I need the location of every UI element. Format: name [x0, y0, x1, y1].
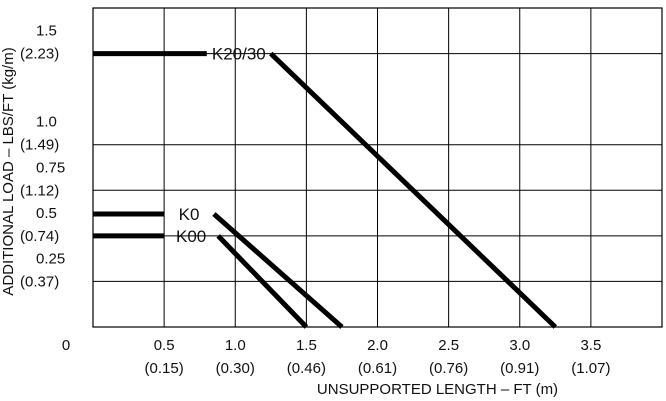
plot-frame — [92, 7, 663, 328]
y-tick-metric-label: (1.49) — [20, 137, 59, 154]
x-tick-label: 0.5 — [154, 337, 175, 354]
y-tick-metric-label: (0.37) — [20, 273, 59, 290]
series-label: K00 — [176, 227, 206, 246]
plot-border — [92, 7, 663, 328]
y-tick-label: 1.5 — [36, 23, 57, 40]
series-line — [216, 234, 309, 329]
series-label: K20/30 — [212, 45, 266, 64]
x-axis-title: UNSUPPORTED LENGTH – FT (m) — [317, 381, 558, 398]
x-tick-metric-label: (0.46) — [287, 360, 326, 377]
x-tick-label: 1.0 — [225, 337, 246, 354]
x-tick-labels: 0.5 (0.15) 1.0 (0.30) 1.5 (0.46) 2.0 (0.61) 2.5 (… — [145, 337, 611, 377]
y-axis-title: ADDITIONAL LOAD – LBS/FT (kg/m) — [0, 47, 17, 295]
origin-label: 0 — [62, 337, 70, 354]
y-tick-label: 0.75 — [36, 159, 65, 176]
x-tick-metric-label: (0.30) — [216, 360, 255, 377]
x-tick-label: 3.0 — [509, 337, 530, 354]
series-line — [269, 51, 558, 329]
x-tick-metric-label: (0.61) — [358, 360, 397, 377]
series-line — [212, 212, 344, 329]
x-tick-label: 3.5 — [580, 337, 601, 354]
series-k00: K00 — [93, 227, 309, 329]
x-tick-metric-label: (1.07) — [571, 360, 610, 377]
x-tick-label: 2.0 — [367, 337, 388, 354]
series-k20-30: K20/30 — [93, 45, 558, 329]
x-tick-metric-label: (0.91) — [500, 360, 539, 377]
y-tick-metric-label: (1.12) — [20, 182, 59, 199]
y-tick-label: 0.25 — [36, 250, 65, 267]
x-tick-label: 2.5 — [438, 337, 459, 354]
series-layer: K20/30 K0 K00 — [93, 45, 558, 329]
x-tick-label: 1.5 — [296, 337, 317, 354]
x-tick-metric-label: (0.76) — [429, 360, 468, 377]
y-tick-metric-label: (0.74) — [20, 228, 59, 245]
y-tick-label: 1.0 — [36, 114, 57, 131]
y-tick-label: 0.5 — [36, 205, 57, 222]
x-tick-metric-label: (0.15) — [145, 360, 184, 377]
y-tick-labels: 0.25 (0.37) 0.5 (0.74) 0.75 (1.12) 1.0 (1.49) 1.… — [20, 23, 65, 291]
y-tick-metric-label: (2.23) — [20, 46, 59, 63]
series-k0: K0 — [93, 205, 344, 329]
series-label: K0 — [179, 205, 200, 224]
